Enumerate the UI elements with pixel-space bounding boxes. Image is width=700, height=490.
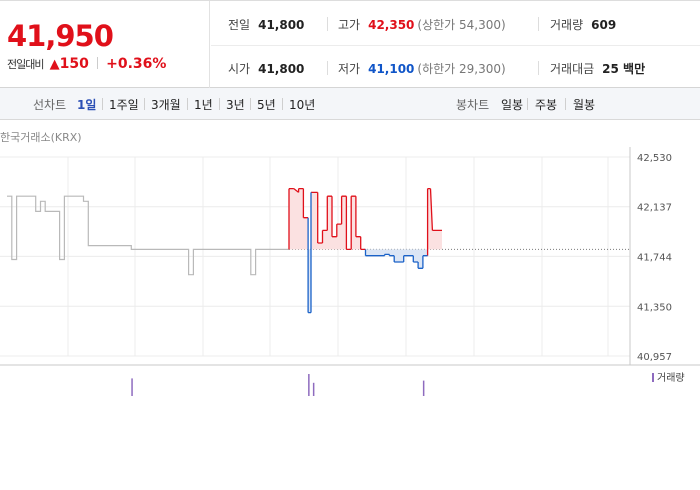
- tab-monthly-candle[interactable]: 월봉: [573, 98, 596, 112]
- y-tick-label: 40,957: [637, 352, 672, 363]
- prev-period-line: [7, 195, 289, 276]
- stat-label: 거래량: [550, 18, 584, 32]
- tab-divider: [282, 98, 283, 110]
- up-arrow-icon: ▲: [49, 57, 60, 72]
- y-tick-label: 42,530: [637, 153, 672, 164]
- stat-value: 42,350: [368, 18, 415, 32]
- volume-legend-swatch: [652, 373, 654, 382]
- tab-divider: [102, 98, 103, 110]
- line-chart-label: 선차트: [33, 98, 67, 112]
- stat-sub: (하한가 29,300): [417, 62, 506, 76]
- tab-5year[interactable]: 5년: [257, 98, 276, 112]
- stat-sub: (상한가 54,300): [417, 18, 506, 32]
- tab-3month[interactable]: 3개월: [151, 98, 181, 112]
- stat-label: 고가: [338, 18, 361, 32]
- change-percent: +0.36%: [106, 56, 167, 72]
- tab-divider: [144, 98, 145, 110]
- tab-weekly-candle[interactable]: 주봉: [535, 98, 558, 112]
- stat-divider: [327, 17, 328, 31]
- stat-divider: [538, 61, 539, 75]
- tab-3year[interactable]: 3년: [226, 98, 245, 112]
- y-tick-label: 42,137: [637, 203, 672, 214]
- volume-bar: [422, 380, 425, 396]
- stat-label: 전일: [228, 18, 251, 32]
- y-axis: 42,530 42,137 41,744 41,350 40,957: [637, 153, 672, 363]
- stat-value: 25 백만: [602, 62, 646, 76]
- volume-legend: 거래량: [652, 372, 685, 384]
- stat-value: 41,800: [258, 62, 305, 76]
- stat-value: 609: [591, 18, 617, 32]
- y-tick-label: 41,350: [637, 302, 672, 313]
- tab-10year[interactable]: 10년: [289, 98, 316, 112]
- chart-period-bar: 선차트 1일 1주일 3개월 1년 3년 5년 10년 봉차트 일봉 주봉 월봉: [0, 88, 700, 120]
- quote-summary-panel: 41,950 전일대비 ▲150 +0.36% 전일 41,800 고가 42,35…: [0, 0, 700, 89]
- change-divider: [97, 57, 98, 69]
- tab-divider: [565, 98, 566, 110]
- volume-bar: [308, 374, 310, 396]
- tab-divider: [187, 98, 188, 110]
- chart-fills: [289, 188, 442, 313]
- volume-legend-label: 거래량: [657, 372, 685, 384]
- current-price: 41,950: [7, 19, 114, 53]
- stat-label: 거래대금: [550, 62, 595, 76]
- tab-divider: [219, 98, 220, 110]
- change-label: 전일대비: [7, 58, 44, 71]
- tab-1day[interactable]: 1일: [77, 98, 97, 112]
- change-row: 전일대비 ▲150 +0.36%: [7, 56, 166, 72]
- volume-panel: [131, 374, 425, 396]
- stat-value: 41,800: [258, 18, 305, 32]
- tab-divider: [250, 98, 251, 110]
- row-divider: [211, 45, 700, 46]
- price-chart: 한국거래소(KRX) 42,530 42,137 41,744 41,350 40,95…: [0, 131, 700, 396]
- chart-grid: [0, 147, 700, 366]
- stat-divider: [327, 61, 328, 75]
- today-down-line: [307, 192, 428, 314]
- today-up-line: [288, 187, 442, 256]
- change-amount: 150: [59, 56, 89, 72]
- y-tick-label: 41,744: [637, 252, 672, 263]
- up-area-fill: [289, 188, 442, 256]
- chart-lines: [7, 187, 442, 314]
- stat-trade-value: 거래대금 25 백만: [550, 60, 645, 77]
- price-box: 41,950 전일대비 ▲150 +0.36%: [0, 1, 210, 89]
- candle-chart-label: 봉차트: [456, 98, 490, 112]
- stat-low: 저가 41,100 (하한가 29,300): [338, 60, 506, 77]
- tab-1week[interactable]: 1주일: [109, 98, 139, 112]
- tab-1year[interactable]: 1년: [194, 98, 213, 112]
- volume-bar: [131, 378, 133, 396]
- volume-bar: [312, 382, 315, 396]
- down-area-fill: [308, 192, 428, 313]
- stat-prev-close: 전일 41,800: [228, 16, 304, 33]
- source-label: 한국거래소(KRX): [0, 131, 82, 144]
- tab-divider: [527, 98, 528, 110]
- stat-high: 고가 42,350 (상한가 54,300): [338, 16, 506, 33]
- stat-open: 시가 41,800: [228, 60, 304, 77]
- stat-value: 41,100: [368, 62, 415, 76]
- stat-label: 시가: [228, 62, 251, 76]
- tab-daily-candle[interactable]: 일봉: [501, 98, 524, 112]
- stat-label: 저가: [338, 62, 361, 76]
- stat-divider: [538, 17, 539, 31]
- stat-volume: 거래량 609: [550, 16, 616, 33]
